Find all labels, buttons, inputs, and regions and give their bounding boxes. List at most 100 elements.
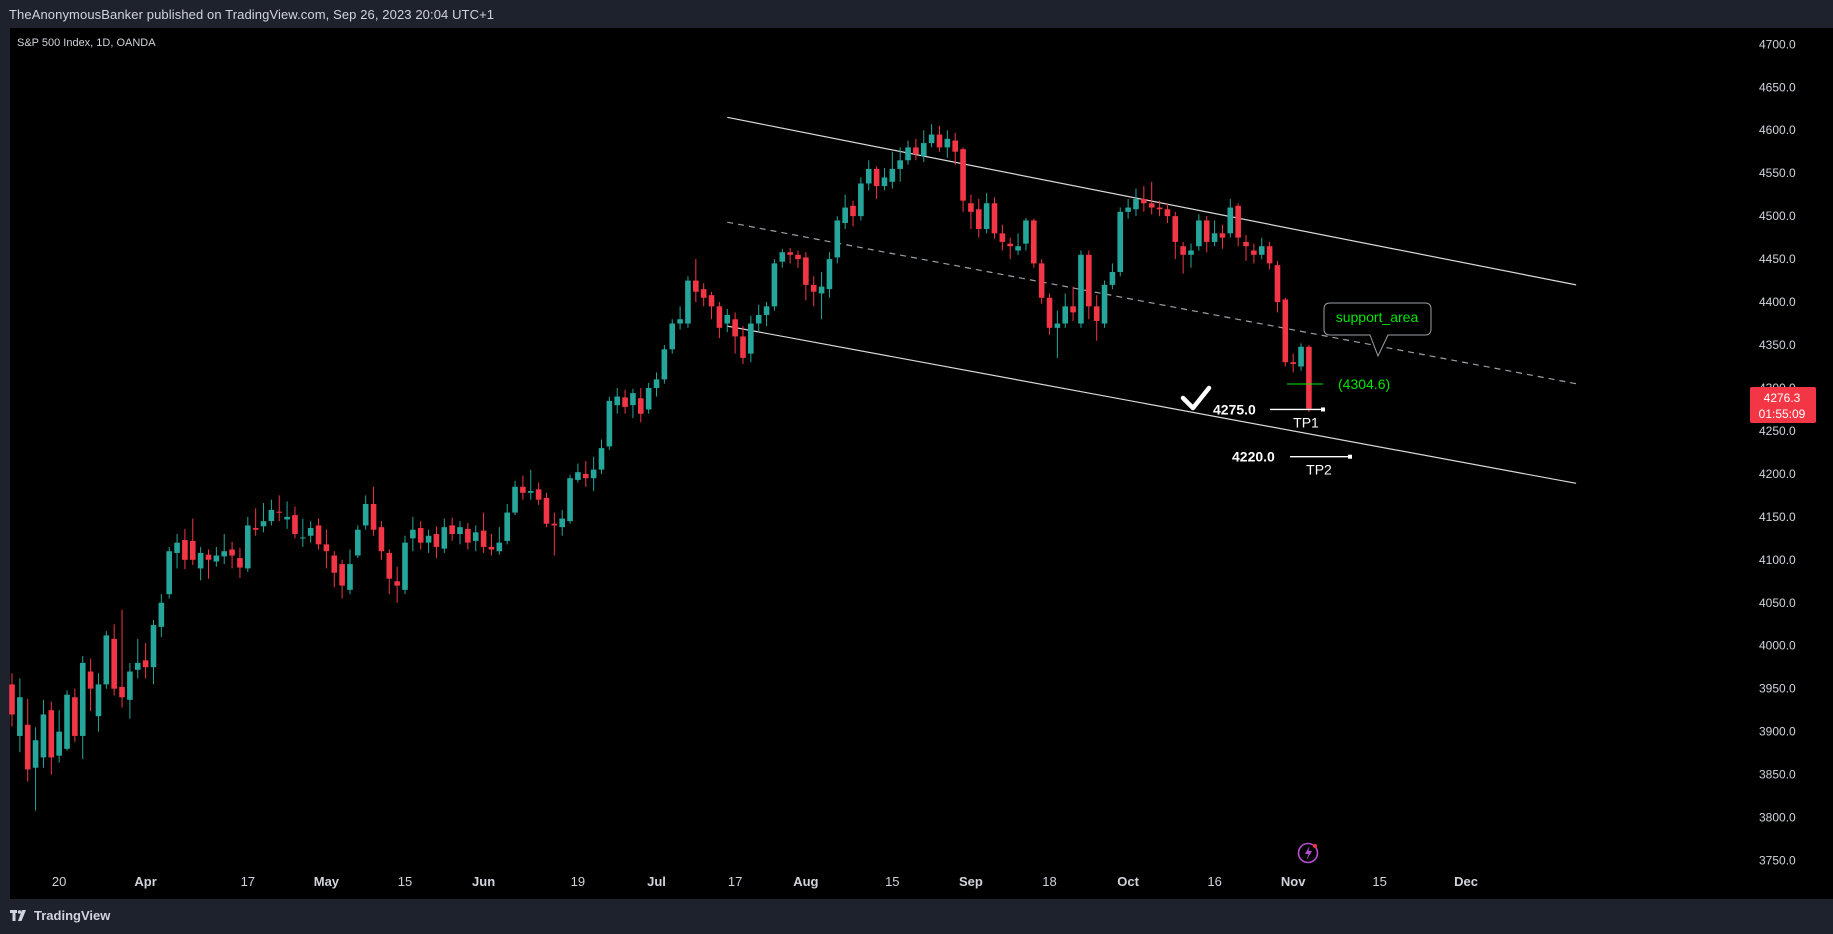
candle[interactable] [56,710,62,763]
candle[interactable] [465,522,471,550]
candle[interactable] [9,673,15,727]
candle[interactable] [292,506,298,539]
candle[interactable] [237,547,243,578]
candle[interactable] [700,283,707,307]
candle[interactable] [1007,237,1014,260]
candle[interactable] [795,250,801,268]
candle[interactable] [197,546,204,581]
candle[interactable] [755,304,762,333]
candle[interactable] [520,475,526,500]
candle[interactable] [394,566,400,603]
candle[interactable] [166,546,172,599]
candle[interactable] [724,308,731,333]
candle[interactable] [944,130,951,158]
candle[interactable] [897,147,903,182]
candle[interactable] [1046,293,1053,335]
candle[interactable] [1243,235,1249,261]
candle[interactable] [1180,241,1186,274]
candle[interactable] [370,486,377,536]
candle[interactable] [645,382,652,414]
candle[interactable] [189,518,196,565]
candle[interactable] [873,166,880,199]
candle[interactable] [40,699,47,768]
candle[interactable] [991,197,998,239]
candle[interactable] [928,124,935,148]
indicator-icon[interactable] [1297,842,1319,864]
candle[interactable] [1274,260,1281,313]
candle[interactable] [630,388,636,419]
candle[interactable] [952,132,958,165]
candle[interactable] [1172,211,1179,260]
candle[interactable] [1282,297,1289,367]
candle[interactable] [787,247,793,264]
support-area-callout[interactable]: support_area [1323,302,1432,358]
candle[interactable] [111,624,117,696]
candle[interactable] [1227,198,1234,238]
candle[interactable] [284,501,290,529]
price-axis[interactable] [1750,28,1833,899]
candle[interactable] [480,512,487,553]
candle[interactable] [677,306,683,330]
candle[interactable] [567,474,573,524]
candle[interactable] [362,495,369,530]
candle[interactable] [1038,259,1045,304]
candle[interactable] [315,518,322,550]
candle[interactable] [425,529,432,553]
candle[interactable] [24,698,31,782]
candle[interactable] [803,252,809,301]
candle[interactable] [1298,343,1304,371]
candle[interactable] [818,271,825,320]
candle[interactable] [983,192,990,234]
candle[interactable] [449,517,455,541]
channel-midline[interactable] [727,221,1577,385]
candle[interactable] [826,252,833,298]
candle[interactable] [653,372,660,397]
candles-layer[interactable] [9,124,1312,811]
candle[interactable] [260,503,267,533]
candle[interactable] [386,549,393,595]
candle[interactable] [134,638,141,679]
candle[interactable] [1266,241,1273,270]
candle[interactable] [1070,286,1076,321]
candle[interactable] [1258,237,1265,260]
candle[interactable] [472,525,479,552]
candle[interactable] [410,516,416,552]
candle[interactable] [1211,220,1218,247]
candle[interactable] [1235,203,1241,247]
candle[interactable] [920,130,927,163]
candle[interactable] [488,534,495,556]
candle[interactable] [598,439,605,474]
candle[interactable] [417,521,424,550]
candle[interactable] [355,525,361,559]
candle[interactable] [1109,263,1116,290]
candle[interactable] [252,508,259,536]
candle[interactable] [441,518,448,553]
candle[interactable] [229,541,235,569]
candle[interactable] [622,389,628,414]
candle[interactable] [142,643,149,679]
candle[interactable] [213,546,220,567]
channel-lower-line[interactable] [727,325,1577,484]
candle[interactable] [708,291,715,320]
candle[interactable] [748,315,754,363]
candle[interactable] [1290,353,1296,373]
candle[interactable] [551,512,558,556]
candle[interactable] [842,194,848,230]
candle[interactable] [496,527,503,555]
candle[interactable] [865,160,872,191]
candle[interactable] [1141,186,1147,212]
candle[interactable] [158,594,165,638]
candle[interactable] [339,559,345,599]
candle[interactable] [1156,200,1163,217]
candle[interactable] [1203,216,1210,253]
candle[interactable] [504,503,510,545]
candle[interactable] [95,673,102,732]
candle[interactable] [1306,345,1312,413]
candle[interactable] [527,469,534,500]
candle[interactable] [1101,280,1108,328]
candle[interactable] [1148,181,1155,215]
candle[interactable] [1196,214,1202,251]
candle[interactable] [347,549,353,595]
candle[interactable] [307,521,314,543]
